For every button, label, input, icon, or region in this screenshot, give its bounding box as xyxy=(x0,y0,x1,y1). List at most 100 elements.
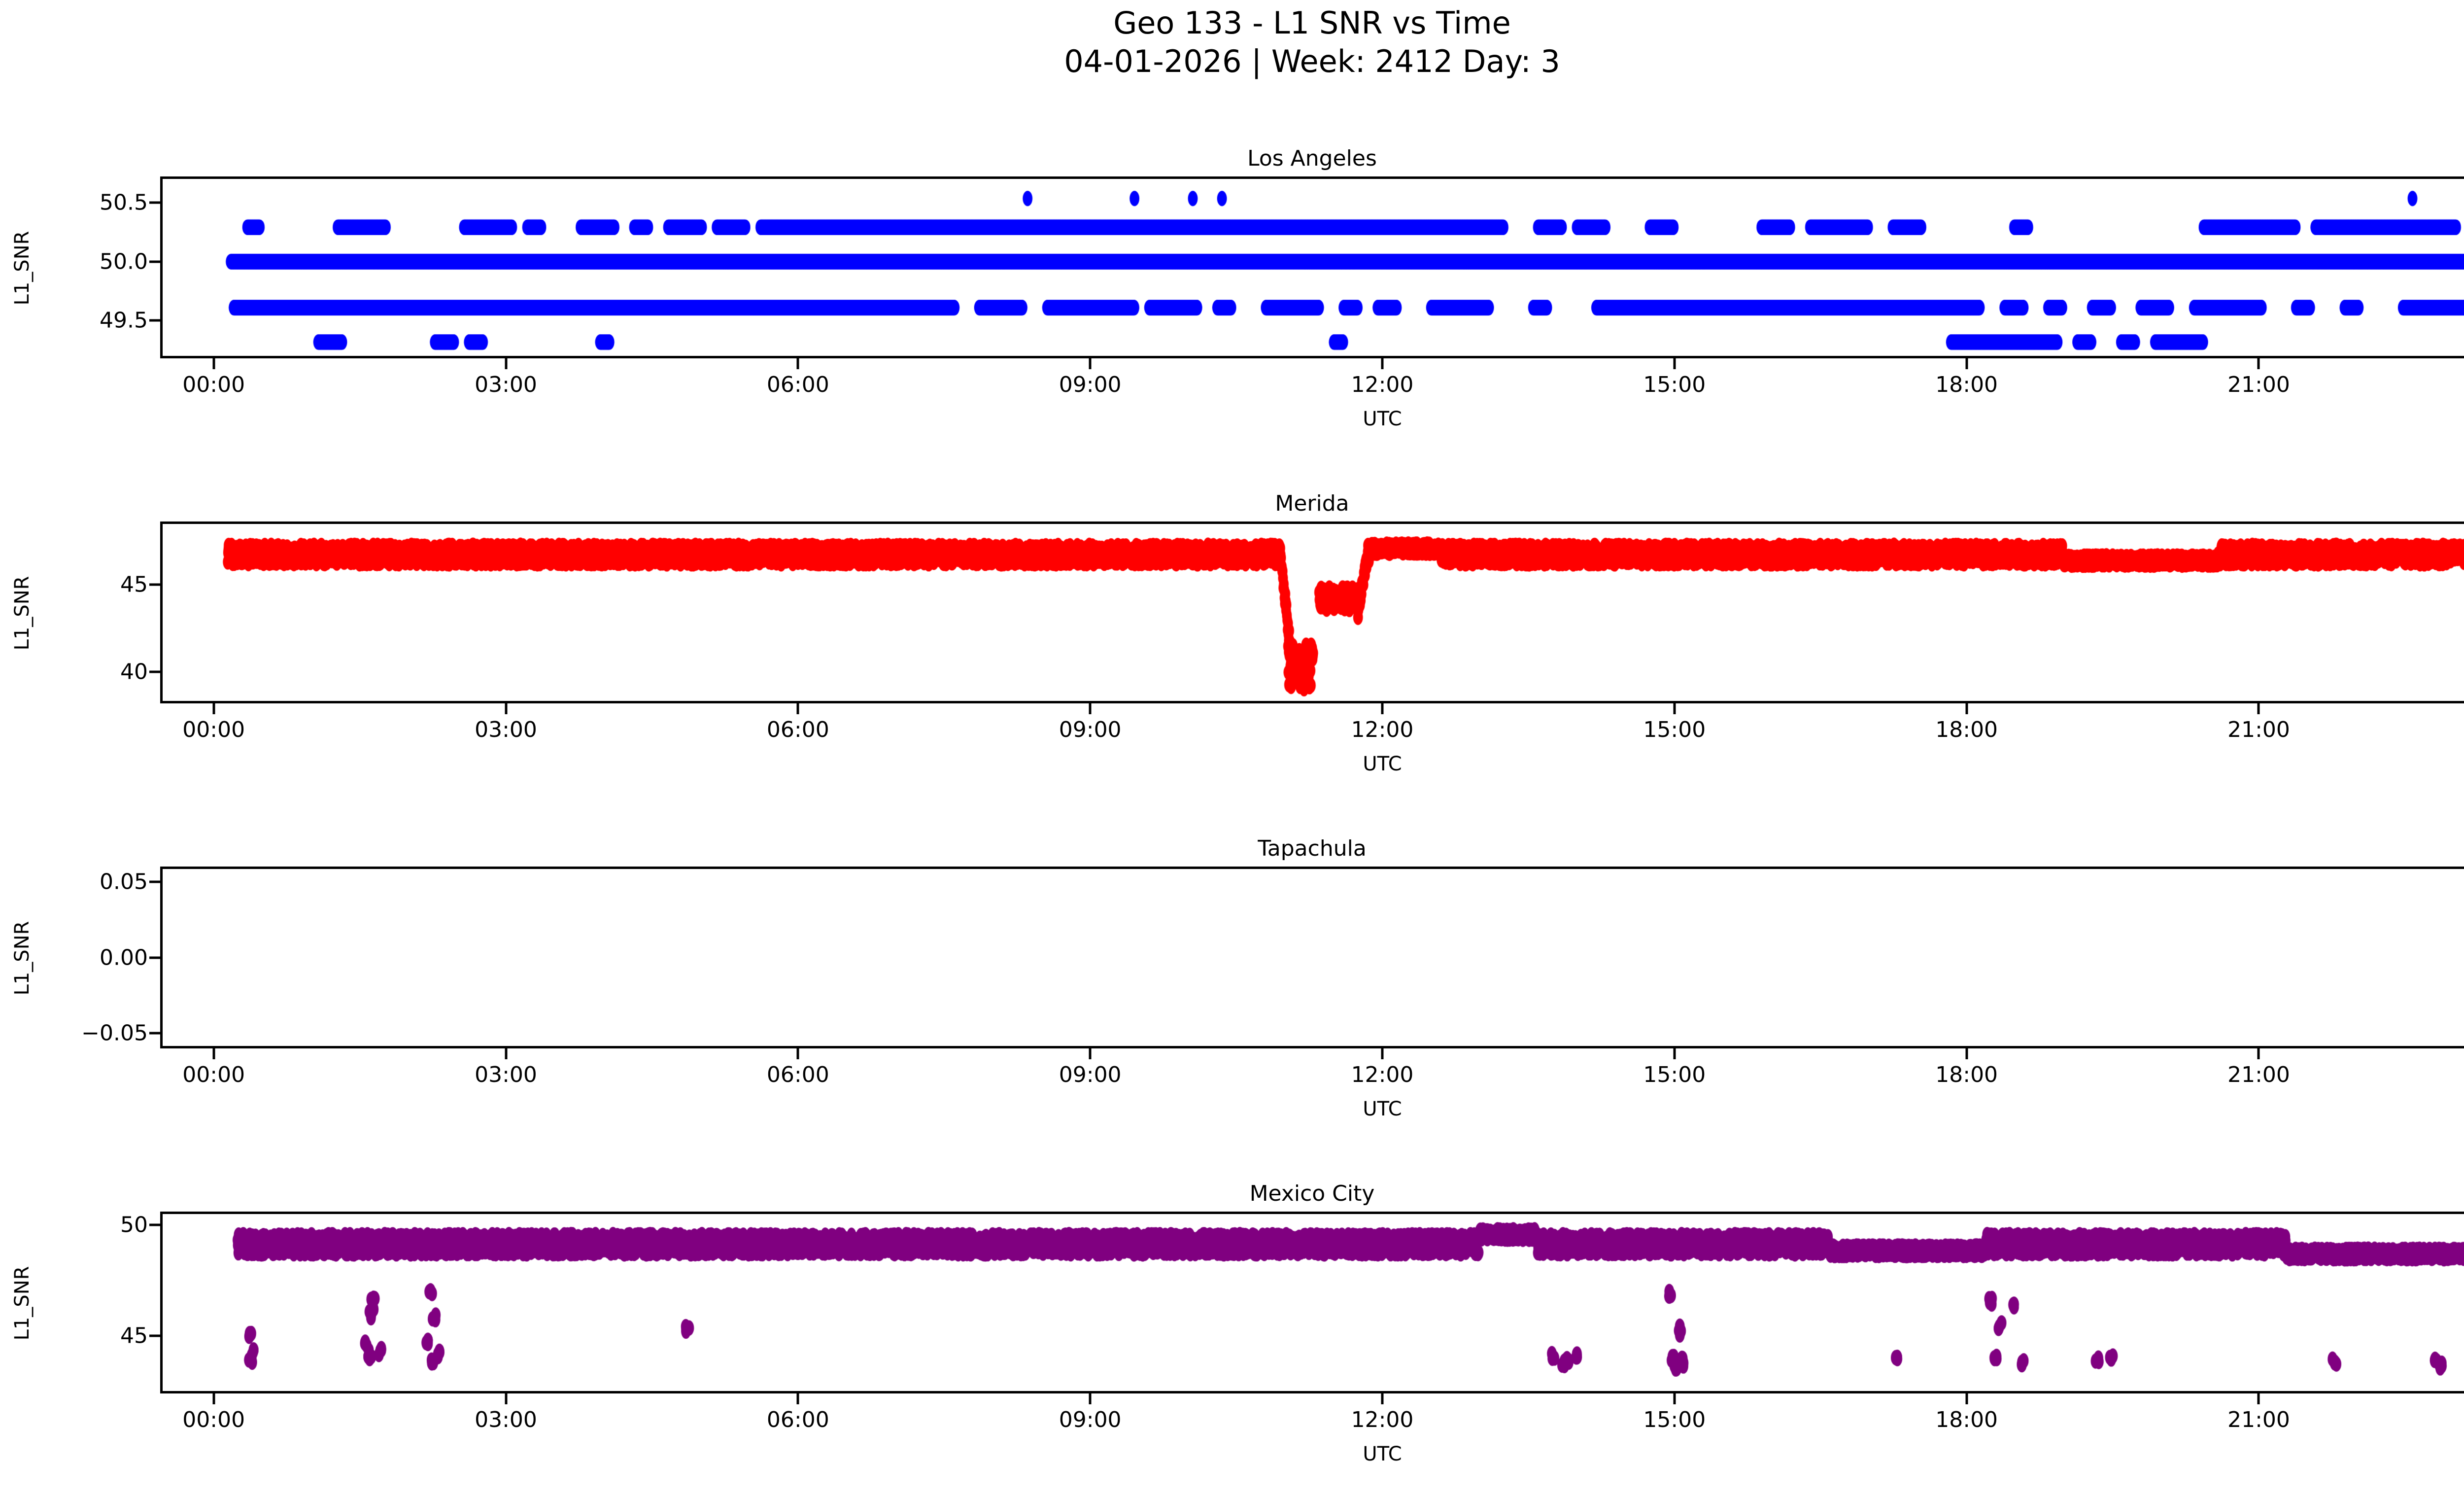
subplot-title: Tapachula xyxy=(1258,836,1367,861)
x-tick-mark xyxy=(2257,1048,2260,1059)
x-tick-mark xyxy=(1673,1048,1676,1059)
x-tick-label: 21:00 xyxy=(2227,1062,2290,1087)
y-tick-label: 50 xyxy=(120,1212,148,1238)
x-tick-label: 18:00 xyxy=(1935,1062,1998,1087)
x-tick-label: 09:00 xyxy=(1059,1407,1122,1432)
subplot-title: Los Angeles xyxy=(1247,146,1377,171)
x-tick-label: 15:00 xyxy=(1643,372,1706,397)
x-tick-label: 12:00 xyxy=(1351,1062,1414,1087)
y-tick-label: 40 xyxy=(120,659,148,685)
x-tick-mark xyxy=(2257,358,2260,369)
x-tick-label: 09:00 xyxy=(1059,372,1122,397)
data-points-layer xyxy=(163,179,2464,356)
x-tick-label: 15:00 xyxy=(1643,1407,1706,1432)
x-axis-label: UTC xyxy=(1363,753,1402,775)
x-axis-label: UTC xyxy=(1363,1443,1402,1465)
y-tick-mark xyxy=(149,956,160,959)
x-tick-label: 00:00 xyxy=(182,1407,245,1432)
x-tick-mark xyxy=(1673,358,1676,369)
x-tick-label: 12:00 xyxy=(1351,372,1414,397)
x-tick-label: 00:00 xyxy=(182,372,245,397)
x-tick-mark xyxy=(505,1048,507,1059)
x-tick-label: 09:00 xyxy=(1059,1062,1122,1087)
y-tick-label: 0.05 xyxy=(100,869,148,895)
x-tick-mark xyxy=(1381,1048,1384,1059)
x-tick-label: 18:00 xyxy=(1935,1407,1998,1432)
x-axis-label: UTC xyxy=(1363,408,1402,430)
subplot-title: Mexico City xyxy=(1249,1181,1375,1206)
data-points-layer xyxy=(163,869,2464,1046)
x-tick-label: 03:00 xyxy=(475,1407,537,1432)
data-points-layer xyxy=(163,1214,2464,1391)
y-tick-mark xyxy=(149,201,160,204)
x-tick-mark xyxy=(505,358,507,369)
x-tick-label: 15:00 xyxy=(1643,717,1706,742)
subplot-title: Merida xyxy=(1275,491,1349,516)
x-tick-mark xyxy=(212,358,215,369)
x-tick-mark xyxy=(1965,1393,1968,1404)
x-tick-mark xyxy=(796,358,799,369)
y-tick-label: 45 xyxy=(120,572,148,597)
x-tick-mark xyxy=(212,703,215,714)
x-tick-mark xyxy=(1089,1393,1092,1404)
x-tick-label: 12:00 xyxy=(1351,1407,1414,1432)
x-tick-label: 21:00 xyxy=(2227,717,2290,742)
y-tick-label: 0.00 xyxy=(100,945,148,970)
x-axis-label: UTC xyxy=(1363,1098,1402,1120)
y-axis-label: L1_SNR xyxy=(11,1266,34,1340)
y-tick-mark xyxy=(149,1334,160,1337)
x-tick-label: 15:00 xyxy=(1643,1062,1706,1087)
plot-area xyxy=(160,522,2464,703)
x-tick-label: 21:00 xyxy=(2227,1407,2290,1432)
x-tick-label: 18:00 xyxy=(1935,717,1998,742)
y-tick-label: 49.5 xyxy=(100,308,148,333)
data-points-layer xyxy=(163,524,2464,701)
x-tick-label: 03:00 xyxy=(475,372,537,397)
y-tick-mark xyxy=(149,583,160,586)
x-tick-label: 06:00 xyxy=(766,717,829,742)
x-tick-mark xyxy=(1089,703,1092,714)
x-tick-label: 00:00 xyxy=(182,1062,245,1087)
y-tick-label: 45 xyxy=(120,1323,148,1349)
x-tick-mark xyxy=(212,1048,215,1059)
x-tick-mark xyxy=(796,703,799,714)
figure-suptitle: Geo 133 - L1 SNR vs Time 04-01-2026 | We… xyxy=(1064,5,1560,79)
y-tick-label: 50.5 xyxy=(100,190,148,215)
y-tick-label: −0.05 xyxy=(81,1020,148,1046)
x-tick-mark xyxy=(2257,1393,2260,1404)
y-tick-mark xyxy=(149,880,160,883)
x-tick-mark xyxy=(1381,1393,1384,1404)
x-tick-mark xyxy=(1089,358,1092,369)
x-tick-label: 00:00 xyxy=(182,717,245,742)
x-tick-label: 09:00 xyxy=(1059,717,1122,742)
x-tick-label: 12:00 xyxy=(1351,717,1414,742)
x-tick-mark xyxy=(1089,1048,1092,1059)
x-tick-mark xyxy=(2257,703,2260,714)
x-tick-mark xyxy=(1965,1048,1968,1059)
y-tick-mark xyxy=(149,670,160,673)
y-tick-mark xyxy=(149,260,160,263)
plot-area xyxy=(160,1212,2464,1393)
x-tick-mark xyxy=(796,1393,799,1404)
x-tick-label: 18:00 xyxy=(1935,372,1998,397)
x-tick-mark xyxy=(1381,703,1384,714)
x-tick-mark xyxy=(1381,358,1384,369)
x-tick-label: 03:00 xyxy=(475,717,537,742)
y-tick-mark xyxy=(149,1223,160,1226)
y-tick-mark xyxy=(149,1032,160,1035)
x-tick-label: 03:00 xyxy=(475,1062,537,1087)
x-tick-mark xyxy=(1965,703,1968,714)
x-tick-mark xyxy=(1673,1393,1676,1404)
x-tick-mark xyxy=(212,1393,215,1404)
x-tick-label: 06:00 xyxy=(766,1407,829,1432)
x-tick-label: 06:00 xyxy=(766,1062,829,1087)
plot-area xyxy=(160,176,2464,358)
x-tick-mark xyxy=(1673,703,1676,714)
x-tick-mark xyxy=(505,703,507,714)
x-tick-label: 21:00 xyxy=(2227,372,2290,397)
